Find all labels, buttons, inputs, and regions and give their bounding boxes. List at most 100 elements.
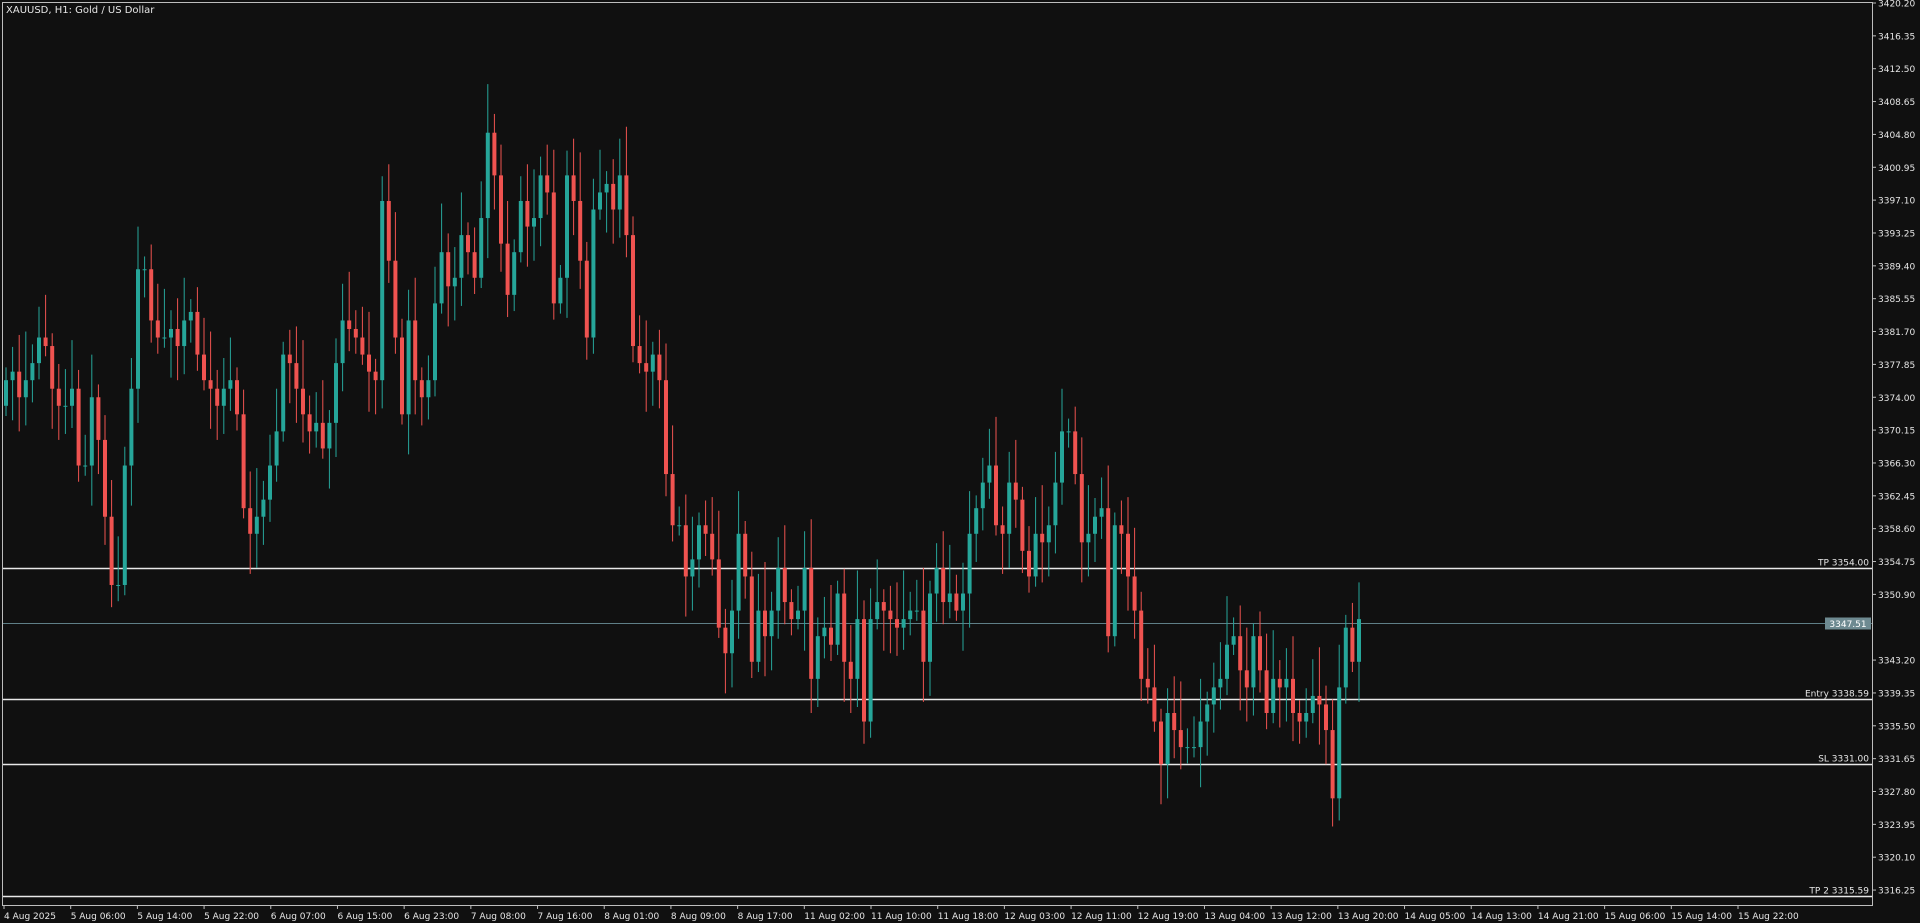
candle[interactable] xyxy=(829,584,833,661)
candle[interactable] xyxy=(235,367,239,431)
candle[interactable] xyxy=(914,579,919,621)
candle[interactable] xyxy=(723,608,728,694)
candle[interactable] xyxy=(1099,477,1104,539)
candle[interactable] xyxy=(1343,614,1348,704)
candle[interactable] xyxy=(142,256,147,298)
candle[interactable] xyxy=(1198,678,1203,788)
candle[interactable] xyxy=(195,287,200,371)
candle[interactable] xyxy=(208,331,213,429)
candle[interactable] xyxy=(261,480,266,545)
candle[interactable] xyxy=(1310,659,1315,724)
candle[interactable] xyxy=(578,152,583,289)
candle[interactable] xyxy=(1033,497,1038,587)
candle[interactable] xyxy=(320,380,325,459)
candle[interactable] xyxy=(1073,406,1078,485)
candle[interactable] xyxy=(1106,465,1111,653)
candle[interactable] xyxy=(518,176,523,263)
candle[interactable] xyxy=(1126,497,1130,611)
candle[interactable] xyxy=(1165,688,1170,799)
candle[interactable] xyxy=(1046,506,1051,577)
candle[interactable] xyxy=(1178,681,1183,770)
candle[interactable] xyxy=(1258,611,1262,693)
candle[interactable] xyxy=(532,169,536,261)
candle[interactable] xyxy=(254,468,259,568)
candle[interactable] xyxy=(4,367,8,417)
candle[interactable] xyxy=(149,244,154,343)
candle[interactable] xyxy=(30,344,35,403)
candle[interactable] xyxy=(347,271,352,352)
candle[interactable] xyxy=(23,331,28,426)
candle[interactable] xyxy=(314,392,319,448)
candle[interactable] xyxy=(353,310,358,354)
candle[interactable] xyxy=(96,384,101,475)
candle[interactable] xyxy=(881,589,886,651)
candle[interactable] xyxy=(446,233,451,327)
candle[interactable] xyxy=(182,277,187,375)
candle[interactable] xyxy=(763,561,767,677)
candle[interactable] xyxy=(538,156,543,247)
candle[interactable] xyxy=(954,574,959,621)
candle[interactable] xyxy=(967,491,972,628)
candle[interactable] xyxy=(17,334,22,432)
candle[interactable] xyxy=(934,543,939,622)
candle[interactable] xyxy=(901,570,906,650)
candle[interactable] xyxy=(756,573,761,673)
candle[interactable] xyxy=(749,551,754,679)
candle[interactable] xyxy=(776,537,781,639)
candle[interactable] xyxy=(947,544,952,619)
candle[interactable] xyxy=(1251,623,1256,716)
candle[interactable] xyxy=(505,200,510,318)
candle[interactable] xyxy=(43,294,48,357)
candle[interactable] xyxy=(56,363,61,440)
candle[interactable] xyxy=(103,415,107,545)
candle[interactable] xyxy=(736,491,741,639)
candle[interactable] xyxy=(1264,633,1269,730)
candle[interactable] xyxy=(466,222,470,275)
candle[interactable] xyxy=(664,343,668,497)
candle[interactable] xyxy=(690,516,695,611)
candle[interactable] xyxy=(340,283,345,392)
candle[interactable] xyxy=(591,178,596,354)
candle[interactable] xyxy=(1020,486,1025,574)
candle[interactable] xyxy=(1317,647,1322,745)
candle[interactable] xyxy=(10,346,15,421)
candle[interactable] xyxy=(439,203,444,314)
candle[interactable] xyxy=(1112,512,1117,647)
candle[interactable] xyxy=(472,227,477,294)
candle[interactable] xyxy=(670,425,675,542)
candle[interactable] xyxy=(433,266,437,397)
candle[interactable] xyxy=(1079,437,1084,583)
candle[interactable] xyxy=(116,536,121,602)
candle[interactable] xyxy=(908,591,913,636)
candle[interactable] xyxy=(617,138,622,238)
candle[interactable] xyxy=(809,519,814,713)
candle[interactable] xyxy=(848,625,853,713)
candle[interactable] xyxy=(855,570,860,708)
candle[interactable] xyxy=(241,389,246,519)
candle[interactable] xyxy=(129,357,134,506)
candle[interactable] xyxy=(545,144,550,215)
candle[interactable] xyxy=(400,318,404,425)
candle[interactable] xyxy=(1304,688,1309,738)
candle[interactable] xyxy=(1013,439,1018,528)
candle[interactable] xyxy=(1119,500,1124,574)
candle[interactable] xyxy=(987,428,992,499)
candle[interactable] xyxy=(1053,451,1058,554)
candle[interactable] xyxy=(109,480,114,608)
candle[interactable] xyxy=(221,357,226,434)
candle[interactable] xyxy=(789,589,794,636)
candle[interactable] xyxy=(1277,660,1282,728)
candle[interactable] xyxy=(703,500,708,556)
candle[interactable] xyxy=(70,340,74,428)
candle[interactable] xyxy=(624,126,629,258)
candle[interactable] xyxy=(1337,644,1342,821)
candle[interactable] xyxy=(1159,708,1163,805)
candle[interactable] xyxy=(1205,691,1210,756)
candle[interactable] xyxy=(155,283,160,354)
candle[interactable] xyxy=(492,113,497,210)
candle[interactable] xyxy=(459,192,464,306)
candle[interactable] xyxy=(215,369,220,440)
candle[interactable] xyxy=(274,388,279,482)
candle[interactable] xyxy=(565,150,569,318)
